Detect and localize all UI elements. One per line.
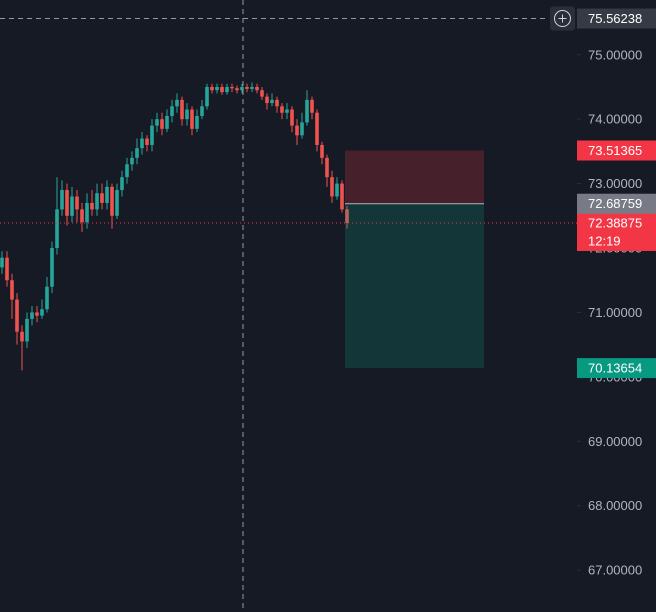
target-zone (345, 203, 484, 369)
candle-body (270, 99, 274, 104)
candle-body (305, 99, 309, 123)
candle-body (250, 86, 254, 89)
y-tick-label: 73.00000 (588, 176, 642, 191)
candle-body (50, 248, 54, 287)
candle-body (310, 99, 314, 113)
candle-body (175, 99, 179, 107)
candle-body (265, 96, 269, 104)
candle-body (220, 86, 224, 93)
candle-body (185, 109, 189, 120)
candle-body (290, 109, 294, 126)
countdown-label: 12:19 (588, 233, 621, 248)
candle-body (135, 148, 139, 158)
candle-body (55, 209, 59, 249)
candle-body (275, 99, 279, 107)
candle-body (300, 122, 304, 136)
candle-body (90, 202, 94, 210)
candle-body (15, 299, 19, 332)
add-icon (554, 10, 571, 28)
y-tick-label: 75.00000 (588, 47, 642, 62)
stop-label: 73.51365 (588, 143, 642, 158)
candle-body (20, 331, 24, 342)
target-label-bg (577, 358, 656, 379)
entry-label-bg (577, 193, 656, 214)
candle-body (70, 196, 74, 216)
candle-body (315, 112, 319, 145)
crosshair-label-bg (577, 8, 656, 29)
candle-body (25, 318, 29, 342)
candle-body (75, 196, 79, 210)
candle-body (340, 183, 344, 210)
candle-body (145, 138, 149, 145)
candle-body (150, 125, 154, 145)
y-tick-label: 68.00000 (588, 498, 642, 513)
candle-body (285, 109, 289, 113)
candle-body (260, 90, 264, 97)
candle-body (120, 177, 124, 191)
candle-body (180, 99, 184, 120)
candle-body (230, 86, 234, 89)
entry-label: 72.68759 (588, 196, 642, 211)
candle-body (130, 157, 134, 165)
candle-body (325, 157, 329, 178)
last-price-label-bg (577, 212, 656, 251)
candle-body (155, 119, 159, 126)
candle-body (160, 119, 164, 129)
candle-body (255, 86, 259, 91)
candle-body (60, 190, 64, 210)
candle-body (140, 138, 144, 149)
candle-body (280, 106, 284, 113)
candle-body (65, 190, 69, 216)
candle-body (190, 109, 194, 129)
add-icon-plus (558, 14, 567, 23)
candle-body (85, 202, 89, 223)
candle-body (0, 257, 4, 268)
candle-body (80, 209, 84, 223)
candle-body (40, 309, 44, 316)
candle-body (320, 144, 324, 158)
candle-body (330, 177, 334, 197)
last-price-label: 72.38875 (588, 215, 642, 230)
candle-body (115, 190, 119, 216)
candle-body (200, 106, 204, 116)
candle-body (125, 164, 129, 178)
candle-body (30, 312, 34, 319)
candle-body (225, 86, 229, 93)
candle-body (215, 86, 219, 91)
stop-label-bg (577, 140, 656, 161)
candle-body (5, 257, 9, 281)
candle-body (345, 209, 349, 223)
target-label: 70.13654 (588, 361, 642, 376)
y-tick-label: 67.00000 (588, 563, 642, 578)
candle-body (105, 186, 109, 203)
candle-body (240, 86, 244, 91)
candle-body (110, 186, 114, 216)
candle-body (235, 88, 239, 91)
candle-body (35, 312, 39, 316)
candle-body (205, 86, 209, 107)
y-tick-label: 69.00000 (588, 434, 642, 449)
candle-body (100, 193, 104, 203)
candle-body (335, 183, 339, 197)
candle-body (10, 280, 14, 300)
crosshair-label: 75.56238 (588, 11, 642, 26)
stop-zone (345, 150, 484, 204)
candle-body (245, 86, 249, 89)
candle-body (165, 115, 169, 129)
y-tick-label: 71.00000 (588, 305, 642, 320)
y-tick-label: 74.00000 (588, 112, 642, 127)
candle-body (295, 125, 299, 136)
candle-body (95, 193, 99, 210)
candle-body (170, 106, 174, 116)
candle-body (195, 115, 199, 129)
candle-body (45, 286, 49, 310)
candle-body (210, 86, 214, 91)
